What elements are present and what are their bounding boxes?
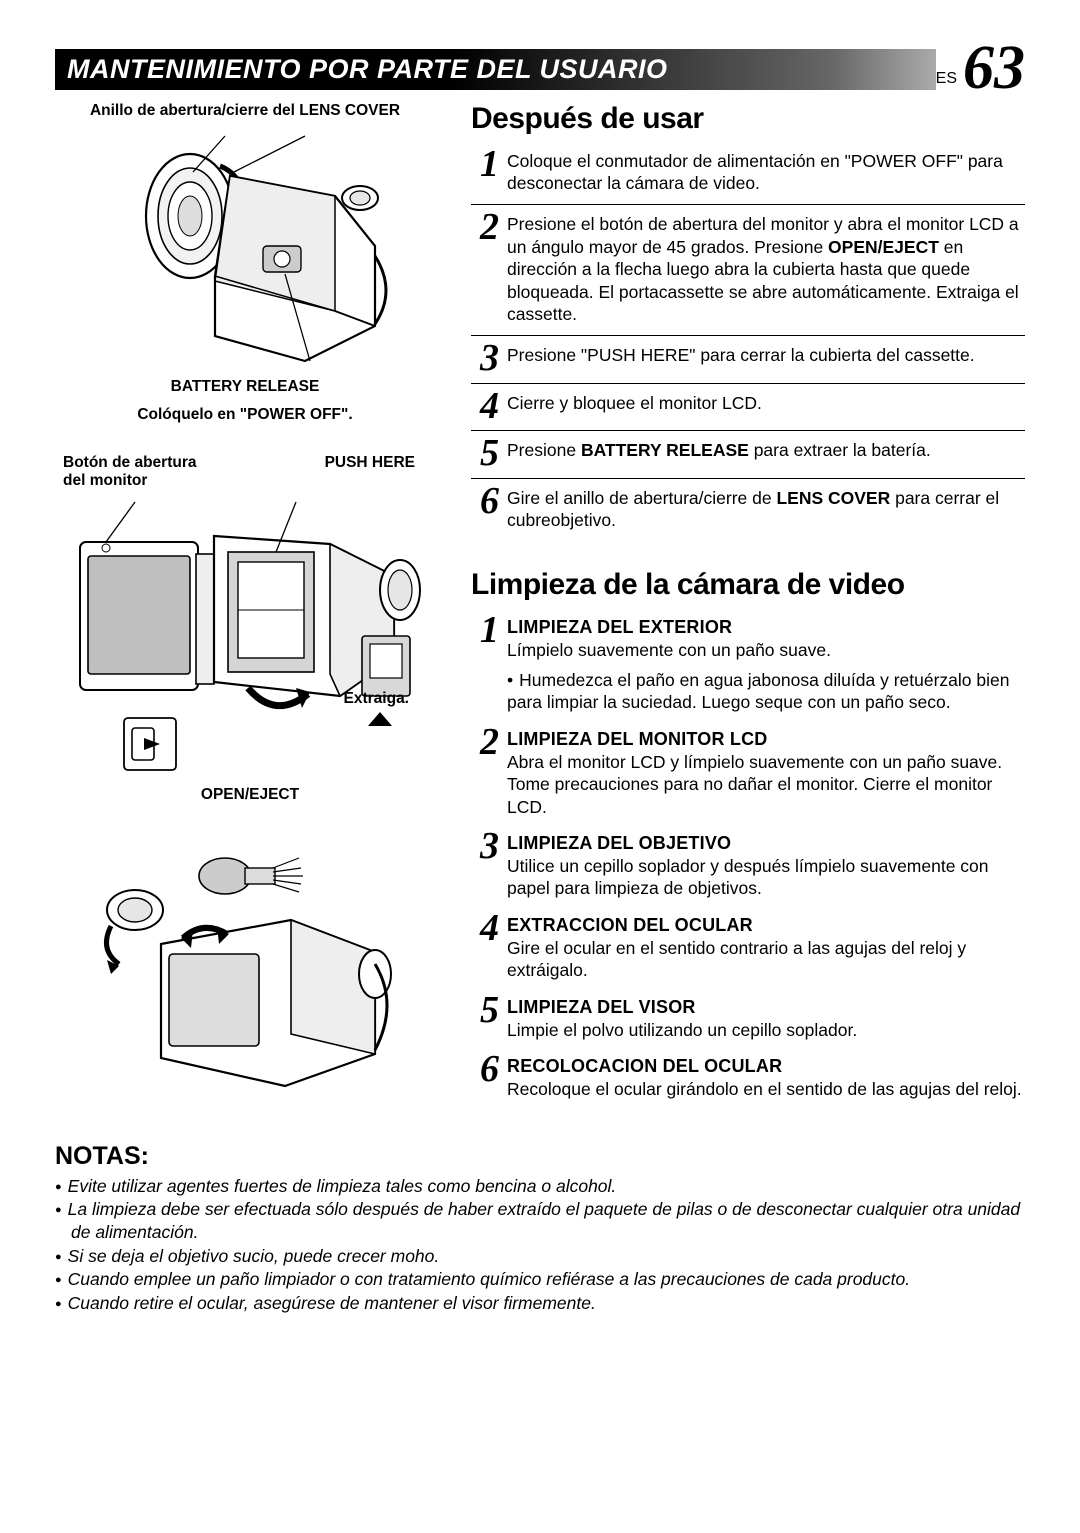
step-subhead: EXTRACCION DEL OCULAR (507, 914, 1025, 937)
step-subhead: LIMPIEZA DEL VISOR (507, 996, 1025, 1019)
step-number: 2 (471, 213, 499, 242)
after-use-step: 6 Gire el anillo de abertura/cierre de LE… (471, 483, 1025, 542)
note-item: La limpieza debe ser efectuada sólo desp… (55, 1198, 1025, 1245)
figure-3 (55, 834, 435, 1104)
cleaning-step: 4 EXTRACCION DEL OCULARGire el ocular en … (471, 910, 1025, 988)
fig1-top-caption: Anillo de abertura/cierre del LENS COVER (55, 102, 435, 120)
step-number: 1 (471, 150, 499, 179)
notes-list: Evite utilizar agentes fuertes de limpie… (55, 1175, 1025, 1316)
step-text: Recoloque el ocular girándolo en el sent… (507, 1078, 1025, 1100)
step-number: 2 (471, 728, 499, 757)
step-subhead: LIMPIEZA DEL EXTERIOR (507, 616, 1025, 639)
page-number-wrap: ES 63 (936, 44, 1025, 94)
step-number: 4 (471, 392, 499, 421)
after-use-step: 2 Presione el botón de abertura del monit… (471, 209, 1025, 336)
cleaning-step: 2 LIMPIEZA DEL MONITOR LCDAbra el monitor… (471, 724, 1025, 824)
step-number: 5 (471, 996, 499, 1025)
step-body: Cierre y bloquee el monitor LCD. (507, 392, 1025, 414)
step-body: LIMPIEZA DEL VISORLimpie el polvo utiliz… (507, 996, 1025, 1041)
notes-section: NOTAS: Evite utilizar agentes fuertes de… (55, 1142, 1025, 1316)
step-subhead: LIMPIEZA DEL OBJETIVO (507, 832, 1025, 855)
step-number: 3 (471, 832, 499, 861)
step-subhead: RECOLOCACION DEL OCULAR (507, 1055, 1025, 1078)
note-item: Evite utilizar agentes fuertes de limpie… (55, 1175, 1025, 1198)
page-number: 63 (963, 44, 1025, 94)
page-lang: ES (936, 70, 957, 88)
step-text: Abra el monitor LCD y límpielo suavement… (507, 751, 1025, 818)
note-item: Cuando emplee un paño limpiador o con tr… (55, 1268, 1025, 1291)
step-body: LIMPIEZA DEL EXTERIORLímpielo suavemente… (507, 616, 1025, 714)
step-body: LIMPIEZA DEL OBJETIVOUtilice un cepillo … (507, 832, 1025, 900)
step-number: 3 (471, 344, 499, 373)
step-body: LIMPIEZA DEL MONITOR LCDAbra el monitor … (507, 728, 1025, 818)
fig1-illustration (75, 126, 415, 386)
step-body: Presione BATTERY RELEASE para extraer la… (507, 439, 1025, 461)
fig2-left-label-1: Botón de abertura (63, 454, 196, 471)
step-text: Límpielo suavemente con un paño suave. (507, 639, 1025, 661)
fig2-illustration (60, 494, 430, 794)
fig2-left-label-2: del monitor (63, 472, 147, 489)
figure-2: Botón de abertura del monitor PUSH HERE (55, 454, 435, 804)
step-number: 6 (471, 487, 499, 516)
step-number: 1 (471, 616, 499, 645)
step-body: Presione el botón de abertura del monito… (507, 213, 1025, 325)
after-use-step: 1 Coloque el conmutador de alimentación e… (471, 146, 1025, 206)
after-use-step: 4 Cierre y bloquee el monitor LCD. (471, 388, 1025, 432)
step-body: RECOLOCACION DEL OCULARRecoloque el ocul… (507, 1055, 1025, 1100)
step-body: EXTRACCION DEL OCULARGire el ocular en e… (507, 914, 1025, 982)
cleaning-step: 1 LIMPIEZA DEL EXTERIORLímpielo suavement… (471, 612, 1025, 720)
note-item: Si se deja el objetivo sucio, puede crec… (55, 1245, 1025, 1268)
step-body: Gire el anillo de abertura/cierre de LEN… (507, 487, 1025, 532)
step-body: Presione "PUSH HERE" para cerrar la cubi… (507, 344, 1025, 366)
cleaning-heading: Limpieza de la cámara de video (471, 568, 1025, 602)
step-body: Coloque el conmutador de alimentación en… (507, 150, 1025, 195)
page-header: MANTENIMIENTO POR PARTE DEL USUARIO ES 6… (55, 40, 1025, 90)
step-bullet: Humedezca el paño en agua jabonosa diluí… (507, 669, 1025, 714)
instructions-column: Después de usar 1 Coloque el conmutador d… (471, 102, 1025, 1134)
step-number: 6 (471, 1055, 499, 1084)
cleaning-step: 3 LIMPIEZA DEL OBJETIVOUtilice un cepillo… (471, 828, 1025, 906)
fig1-battery-release-label: BATTERY RELEASE (55, 378, 435, 396)
after-use-step: 3 Presione "PUSH HERE" para cerrar la cub… (471, 340, 1025, 384)
step-number: 4 (471, 914, 499, 943)
after-use-heading: Después de usar (471, 102, 1025, 136)
fig2-push-here-label: PUSH HERE (325, 454, 415, 490)
page-title-bar: MANTENIMIENTO POR PARTE DEL USUARIO (55, 49, 936, 90)
fig2-open-eject-label: OPEN/EJECT (201, 786, 299, 804)
step-number: 5 (471, 439, 499, 468)
step-text: Limpie el polvo utilizando un cepillo so… (507, 1019, 1025, 1041)
after-use-steps: 1 Coloque el conmutador de alimentación e… (471, 146, 1025, 542)
figure-1: Anillo de abertura/cierre del LENS COVER (55, 102, 435, 424)
cleaning-step: 5 LIMPIEZA DEL VISORLimpie el polvo utili… (471, 992, 1025, 1047)
figures-column: Anillo de abertura/cierre del LENS COVER (55, 102, 435, 1134)
step-text: Gire el ocular en el sentido contrario a… (507, 937, 1025, 982)
notes-heading: NOTAS: (55, 1142, 1025, 1171)
note-item: Cuando retire el ocular, asegúrese de ma… (55, 1292, 1025, 1315)
after-use-step: 5 Presione BATTERY RELEASE para extraer l… (471, 435, 1025, 479)
cleaning-steps: 1 LIMPIEZA DEL EXTERIORLímpielo suavement… (471, 612, 1025, 1107)
cleaning-step: 6 RECOLOCACION DEL OCULARRecoloque el ocu… (471, 1051, 1025, 1106)
step-subhead: LIMPIEZA DEL MONITOR LCD (507, 728, 1025, 751)
fig3-illustration (75, 834, 415, 1104)
fig2-extraiga-label: Extraiga. (344, 690, 409, 708)
fig1-power-off-label: Colóquelo en "POWER OFF". (55, 406, 435, 424)
step-text: Utilice un cepillo soplador y después lí… (507, 855, 1025, 900)
